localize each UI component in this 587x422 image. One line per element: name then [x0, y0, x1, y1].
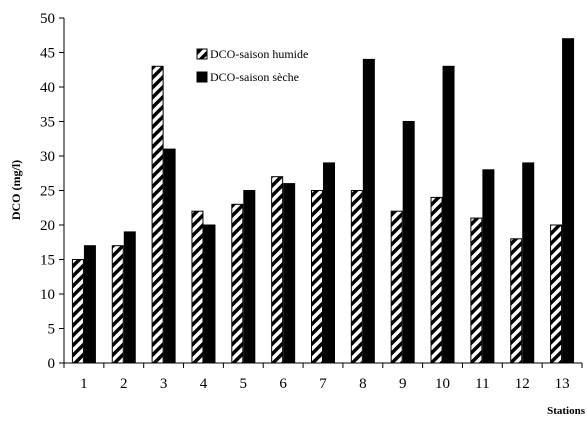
y-axis-label: DCO (mg/l)	[9, 160, 23, 220]
x-tick-label: 6	[279, 376, 287, 392]
bar-seche	[163, 148, 176, 364]
x-tick-label: 7	[319, 376, 327, 392]
x-tick-label: 10	[435, 376, 450, 392]
bar-humide	[390, 210, 403, 364]
y-tick-label: 15	[40, 253, 55, 269]
bar-seche	[362, 58, 375, 364]
bar-humide	[151, 65, 164, 364]
bar-seche	[283, 183, 296, 364]
bar-seche	[482, 169, 495, 364]
x-tick-label: 4	[200, 376, 208, 392]
y-tick-label: 25	[40, 184, 55, 200]
x-tick-label: 13	[555, 376, 570, 392]
y-tick-label: 0	[48, 356, 56, 372]
bar-humide	[231, 203, 244, 364]
bar-humide	[430, 196, 443, 364]
bar-seche	[83, 245, 96, 364]
bar-humide	[350, 190, 363, 364]
y-tick-label: 50	[40, 11, 55, 27]
y-tick-label: 20	[40, 218, 55, 234]
x-tick-label: 8	[359, 376, 367, 392]
x-tick-label: 3	[160, 376, 168, 392]
bar-humide	[271, 176, 284, 364]
bar-seche	[123, 231, 136, 364]
bar-humide	[470, 217, 483, 364]
x-tick-label: 5	[240, 376, 248, 392]
legend-label-humide: DCO-saison humide	[210, 47, 308, 61]
x-tick-label: 2	[120, 376, 128, 392]
bar-seche	[562, 38, 575, 364]
bar-seche	[203, 224, 216, 364]
y-tick-label: 5	[48, 322, 56, 338]
y-tick-label: 45	[40, 46, 55, 62]
legend-swatch-seche	[196, 71, 208, 83]
y-tick-label: 35	[40, 115, 55, 131]
y-tick-label: 30	[40, 149, 55, 165]
bars	[71, 38, 575, 364]
bar-humide	[111, 245, 124, 364]
x-tick-label: 9	[399, 376, 407, 392]
x-tick-label: 1	[80, 376, 88, 392]
bar-seche	[323, 162, 335, 364]
axes	[59, 17, 583, 368]
bar-seche	[243, 190, 256, 364]
bar-humide	[510, 238, 523, 364]
legend-swatch-humide	[196, 48, 208, 60]
bar-humide	[191, 210, 204, 364]
legend-label-seche: DCO-saison sèche	[210, 70, 299, 84]
x-axis-label: Stations	[547, 405, 586, 417]
y-tick-label: 40	[40, 80, 55, 96]
bar-humide	[71, 259, 84, 364]
bar-seche	[402, 121, 415, 364]
bar-seche	[522, 162, 535, 364]
bar-humide	[550, 224, 563, 364]
bar-seche	[442, 65, 455, 364]
legend: DCO-saison humide DCO-saison sèche	[196, 47, 308, 84]
x-tick-label: 12	[515, 376, 530, 392]
y-tick-label: 10	[40, 287, 55, 303]
x-tick-label: 11	[475, 376, 489, 392]
bar-humide	[311, 190, 323, 364]
